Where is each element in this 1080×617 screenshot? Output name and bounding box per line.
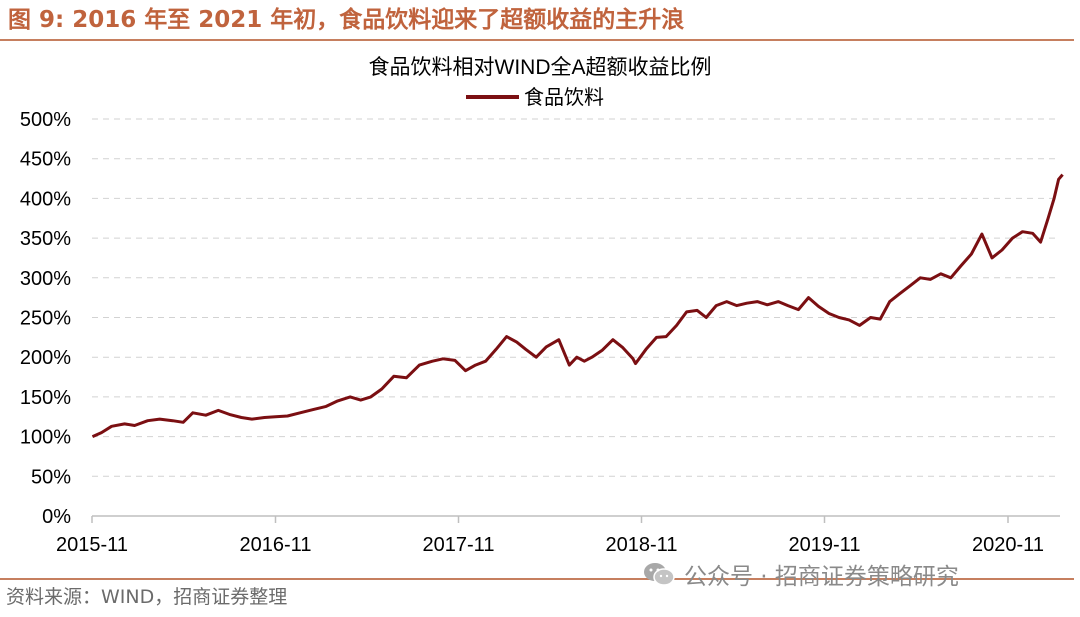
y-tick-label: 500% bbox=[20, 109, 71, 131]
y-tick-label: 400% bbox=[20, 188, 71, 210]
y-tick-label: 350% bbox=[20, 228, 71, 250]
y-tick-label: 300% bbox=[20, 268, 71, 290]
y-tick-label: 250% bbox=[20, 308, 71, 330]
x-tick-label: 2020-11 bbox=[972, 534, 1044, 556]
y-tick-label: 450% bbox=[20, 149, 71, 171]
title-rule bbox=[0, 39, 1074, 41]
watermark: 公众号 · 招商证券策略研究 bbox=[642, 556, 959, 592]
y-tick-label: 100% bbox=[20, 427, 71, 449]
source-note: 资料来源：WIND，招商证券整理 bbox=[6, 586, 288, 608]
watermark-text: 公众号 · 招商证券策略研究 bbox=[684, 564, 959, 590]
y-tick-label: 0% bbox=[42, 506, 71, 528]
y-tick-label: 50% bbox=[31, 466, 71, 488]
figure-title: 图 9: 2016 年至 2021 年初，食品饮料迎来了超额收益的主升浪 bbox=[8, 7, 685, 33]
y-tick-label: 150% bbox=[20, 387, 71, 409]
chart: 食品饮料相对WIND全A超额收益比例 食品饮料 0% 50% 100% 150% 200… bbox=[20, 56, 1064, 556]
y-tick-label: 200% bbox=[20, 347, 71, 369]
y-axis: 0% 50% 100% 150% 200% 250% 300% 350% 400% 450% 500… bbox=[20, 109, 71, 528]
x-tick-label: 2019-11 bbox=[789, 534, 861, 556]
gridlines bbox=[92, 118, 1060, 477]
x-tick-label: 2016-11 bbox=[240, 534, 312, 556]
chart-title: 食品饮料相对WIND全A超额收益比例 bbox=[369, 56, 712, 79]
footer-rule bbox=[0, 578, 1074, 580]
x-tick-label: 2015-11 bbox=[56, 534, 128, 556]
legend: 食品饮料 bbox=[466, 86, 604, 109]
x-tick-label: 2018-11 bbox=[606, 534, 678, 556]
legend-label: 食品饮料 bbox=[524, 86, 604, 109]
series-line-food-beverage bbox=[91, 173, 1064, 438]
x-axis: 2015-11 2016-11 2017-11 2018-11 2019-11 2020-… bbox=[56, 515, 1060, 556]
wechat-icon bbox=[644, 563, 675, 586]
x-tick-label: 2017-11 bbox=[423, 534, 495, 556]
